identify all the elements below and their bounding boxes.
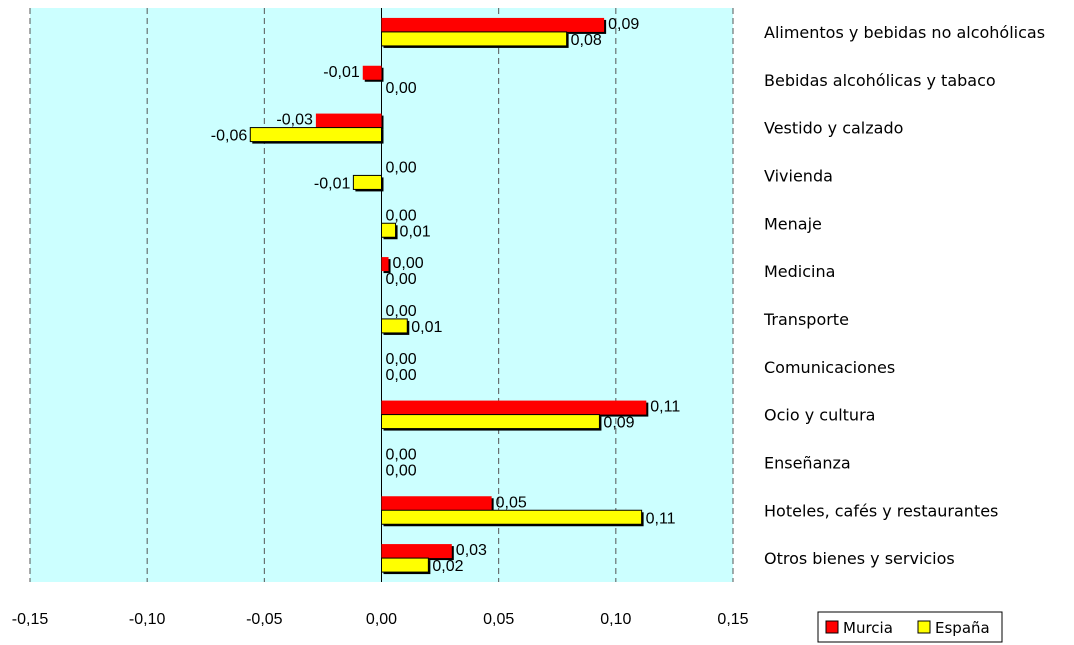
legend: Murcia España [817, 611, 1003, 643]
data-label: -0,01 [314, 175, 351, 192]
category-label: Ocio y cultura [764, 406, 875, 425]
category-label: Alimentos y bebidas no alcohólicas [764, 23, 1045, 42]
data-label: 0,00 [386, 303, 417, 320]
bar-murcia [315, 113, 382, 128]
bar-murcia [381, 400, 647, 415]
legend-label-murcia: Murcia [843, 619, 893, 637]
x-tick-label: 0,15 [717, 611, 748, 628]
x-axis-ticks: -0,15 -0,10 -0,05 0,00 0,05 0,10 0,15 [12, 611, 749, 628]
bar-espana [352, 174, 383, 190]
data-label: 0,00 [386, 207, 417, 224]
category-label: Medicina [764, 262, 835, 281]
category-label: Enseñanza [764, 453, 851, 472]
data-label: -0,06 [211, 128, 248, 145]
category-label: Vestido y calzado [764, 119, 903, 138]
bar-murcia [381, 544, 452, 559]
bar-espana [249, 127, 382, 143]
data-label: 0,00 [386, 462, 417, 479]
x-tick-label: 0,05 [483, 611, 514, 628]
data-label: 0,08 [571, 32, 602, 49]
bar-murcia [381, 257, 389, 272]
data-label: 0,00 [386, 367, 417, 384]
data-label: 0,00 [386, 351, 417, 368]
x-tick-label: 0,10 [600, 611, 631, 628]
data-label: 0,03 [456, 542, 487, 559]
category-label: Menaje [764, 214, 822, 233]
data-labels: 0,09 0,08 -0,01 0,00 -0,03 -0,06 0,00 -0,01 0,00… [211, 16, 681, 575]
data-label: 0,00 [393, 255, 424, 272]
data-label: 0,01 [400, 223, 431, 240]
data-label: 0,02 [432, 558, 463, 575]
data-label: -0,03 [276, 112, 313, 129]
category-labels: Alimentos y bebidas no alcohólicas Bebida… [763, 23, 1045, 568]
bar-espana [381, 414, 600, 430]
category-label: Otros bienes y servicios [764, 549, 955, 568]
legend-box [817, 611, 1003, 643]
category-label: Vivienda [764, 166, 833, 185]
data-label: 0,05 [496, 494, 527, 511]
bar-espana [381, 318, 408, 334]
legend-swatch-espana [917, 620, 931, 634]
bar-espana [381, 509, 643, 525]
data-label: 0,09 [603, 415, 634, 432]
bar-murcia [381, 496, 492, 511]
bar-murcia [362, 65, 382, 80]
plot-area [29, 8, 734, 582]
category-label: Transporte [763, 310, 849, 329]
legend-label-espana: España [935, 619, 990, 637]
category-label: Hoteles, cafés y restaurantes [764, 501, 998, 520]
category-label: Bebidas alcohólicas y tabaco [764, 71, 996, 90]
x-tick-label: -0,15 [12, 611, 49, 628]
data-label: 0,00 [386, 80, 417, 97]
bars [249, 17, 649, 575]
data-label: 0,01 [411, 319, 442, 336]
bar-espana [381, 557, 429, 573]
data-label: 0,11 [650, 399, 680, 416]
x-tick-label: -0,10 [129, 611, 166, 628]
category-label: Comunicaciones [764, 358, 895, 377]
bar-murcia [381, 17, 605, 32]
data-label: 0,00 [386, 159, 417, 176]
data-label: 0,11 [646, 510, 676, 527]
data-label: 0,00 [386, 271, 417, 288]
x-tick-label: -0,05 [246, 611, 283, 628]
bar-espana [381, 222, 397, 238]
data-label: -0,01 [323, 64, 360, 81]
x-tick-label: 0,00 [366, 611, 397, 628]
data-label: 0,00 [386, 446, 417, 463]
legend-swatch-murcia [825, 620, 839, 634]
bar-espana [381, 31, 568, 47]
data-label: 0,09 [608, 16, 639, 33]
